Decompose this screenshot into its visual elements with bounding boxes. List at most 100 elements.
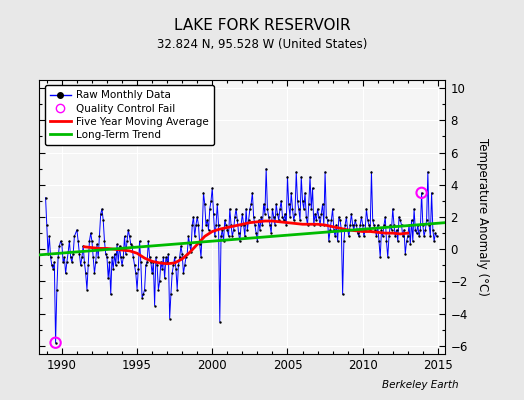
Point [358,222,367,228]
Point [114,259,123,265]
Point [316,222,324,228]
Point [306,174,314,180]
Point [365,222,373,228]
Point [90,270,99,277]
Point [268,206,277,212]
Point [253,238,261,244]
Point [287,190,296,196]
Point [234,230,243,236]
Point [361,227,369,233]
Point [294,206,303,212]
Point [208,185,216,191]
Point [203,217,212,224]
Point [223,227,232,233]
Point [84,262,92,268]
Point [58,241,66,248]
Point [307,206,315,212]
Point [395,214,403,220]
Point [364,217,372,224]
Point [432,233,441,240]
Point [332,222,341,228]
Point [69,251,78,257]
Point [416,227,424,233]
Point [261,210,269,217]
Point [227,222,235,228]
Point [348,222,357,228]
Point [92,259,100,265]
Point [431,230,440,236]
Point [127,241,135,248]
Point [392,227,401,233]
Point [291,210,299,217]
Point [327,217,335,224]
Point [51,340,60,346]
Point [300,206,308,212]
Point [184,233,193,240]
Point [167,291,175,298]
Point [199,190,208,196]
Point [141,262,150,268]
Point [162,254,170,260]
Point [163,259,171,265]
Point [95,233,104,240]
Y-axis label: Temperature Anomaly (°C): Temperature Anomaly (°C) [476,138,489,296]
Point [383,238,391,244]
Point [325,238,333,244]
Point [360,233,368,240]
Point [336,217,344,224]
Point [384,254,392,260]
Point [191,233,199,240]
Point [64,249,72,256]
Point [47,254,55,260]
Point [424,169,432,175]
Point [380,222,388,228]
Point [292,169,300,175]
Point [314,214,323,220]
Point [255,217,263,224]
Point [317,210,325,217]
Point [118,262,126,268]
Point [143,259,151,265]
Point [246,206,254,212]
Point [135,238,144,244]
Point [109,265,117,272]
Point [425,222,433,228]
Point [283,174,292,180]
Point [157,259,165,265]
Point [319,201,327,207]
Point [374,222,382,228]
Point [281,210,289,217]
Point [147,259,155,265]
Point [376,254,385,260]
Point [100,238,108,244]
Point [169,262,178,268]
Point [329,206,337,212]
Point [221,217,229,224]
Point [277,198,286,204]
Point [70,233,79,240]
Point [51,340,60,346]
Point [390,222,398,228]
Point [60,254,69,260]
Point [195,241,204,248]
Point [321,169,329,175]
Point [174,262,183,268]
Point [99,217,107,224]
Point [403,233,412,240]
Point [262,166,270,172]
Point [218,227,226,233]
Point [265,214,273,220]
Point [407,217,416,224]
Point [150,302,159,309]
Point [50,259,59,265]
Point [189,214,198,220]
Point [296,217,304,224]
Point [347,210,356,217]
Point [411,227,420,233]
Point [401,251,409,257]
Point [122,251,130,257]
Point [303,222,312,228]
Point [428,190,436,196]
Point [204,227,213,233]
Point [381,214,389,220]
